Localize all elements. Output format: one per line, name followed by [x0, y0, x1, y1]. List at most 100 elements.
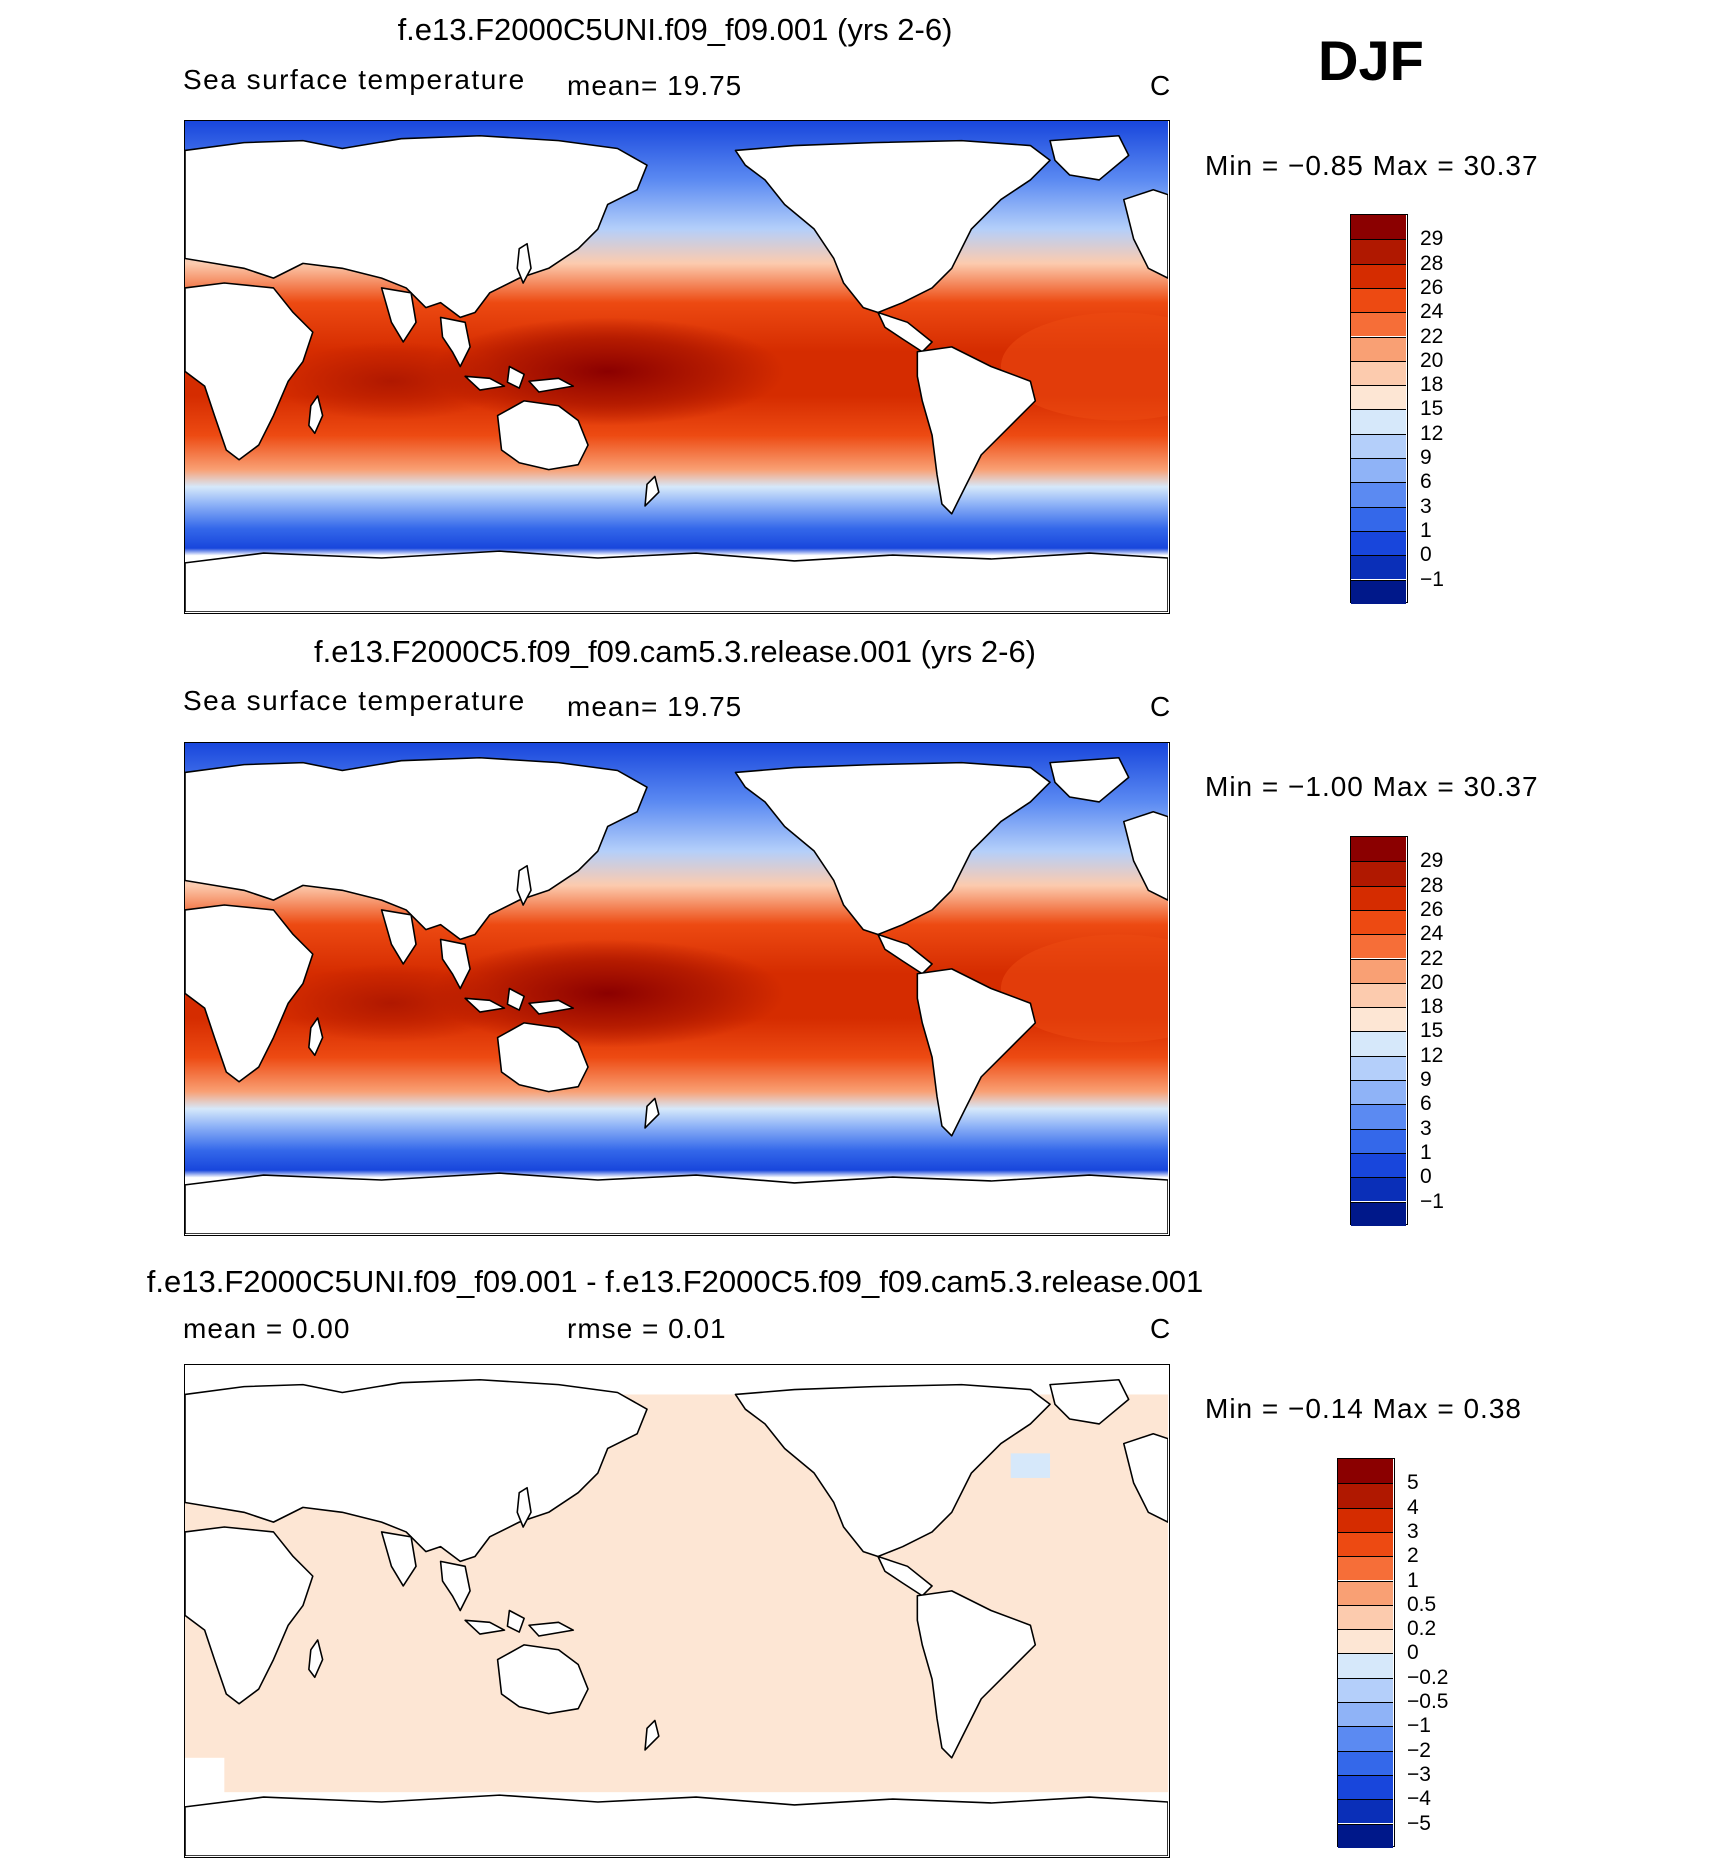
- colorbar-segment: [1351, 1007, 1406, 1032]
- colorbar-segment: [1338, 1604, 1393, 1630]
- colorbar-label: 29: [1420, 227, 1444, 251]
- panel3-mean: mean = 0.00: [183, 1313, 351, 1344]
- colorbar-label: 1: [1420, 1140, 1432, 1164]
- panel1-map-svg: [185, 121, 1168, 612]
- colorbar-label: −2: [1407, 1738, 1431, 1762]
- colorbar-segment: [1351, 885, 1406, 910]
- panel1-map: [184, 120, 1170, 614]
- colorbar-label: 18: [1420, 373, 1444, 397]
- colorbar-segment: [1351, 215, 1406, 240]
- colorbar-segment: [1351, 433, 1406, 458]
- panel2-title: f.e13.F2000C5.f09_f09.cam5.3.release.001…: [313, 634, 1037, 669]
- colorbar-segment: [1351, 1152, 1406, 1178]
- colorbar-label: −1: [1407, 1714, 1431, 1738]
- colorbar-segment: [1338, 1774, 1393, 1800]
- colorbar-segment: [1338, 1823, 1393, 1848]
- panel2-units: C: [1150, 691, 1172, 722]
- panel2-map: [184, 742, 1170, 1236]
- colorbar-segment: [1351, 530, 1406, 556]
- colorbar-label: 9: [1420, 446, 1432, 469]
- colorbar-label: 0: [1420, 1165, 1432, 1189]
- colorbar-label: 2: [1407, 1544, 1419, 1568]
- panel3-rmse: rmse = 0.01: [567, 1313, 727, 1344]
- colorbar-label: 22: [1420, 324, 1444, 348]
- colorbar-label: −3: [1407, 1762, 1431, 1786]
- panel3-map-svg: [185, 1365, 1168, 1856]
- colorbar-label: −1: [1420, 1189, 1444, 1213]
- colorbar-strip: [1350, 836, 1408, 1226]
- colorbar-label: 0.2: [1407, 1617, 1437, 1641]
- colorbar-segment: [1351, 336, 1406, 361]
- colorbar-label: 3: [1420, 494, 1432, 518]
- panel3-map: [184, 1364, 1170, 1858]
- colorbar-label: 24: [1420, 300, 1444, 324]
- colorbar-label: 12: [1420, 1043, 1444, 1067]
- colorbar-segment: [1351, 958, 1406, 983]
- colorbar-strip: [1350, 214, 1408, 604]
- colorbar-label: 18: [1420, 995, 1444, 1019]
- colorbar-label: 0: [1407, 1641, 1419, 1665]
- colorbar-label: −0.2: [1407, 1665, 1449, 1689]
- colorbar-segment: [1351, 1177, 1406, 1202]
- colorbar-label: 6: [1420, 470, 1432, 494]
- colorbar-label: 20: [1420, 348, 1444, 372]
- colorbar-segment: [1338, 1483, 1393, 1508]
- colorbar-label: 1: [1407, 1568, 1419, 1592]
- colorbar-segment: [1351, 837, 1406, 862]
- panel3-title: f.e13.F2000C5UNI.f09_f09.001 - f.e13.F20…: [146, 1264, 1204, 1299]
- colorbar-segment: [1351, 458, 1406, 483]
- colorbar-segment: [1351, 263, 1406, 288]
- colorbar-segment: [1351, 506, 1406, 531]
- colorbar-segment: [1338, 1799, 1393, 1824]
- colorbar-label: 9: [1420, 1068, 1432, 1091]
- panel2-mean: mean= 19.75: [567, 691, 743, 722]
- panel2-minmax: Min = −1.00 Max = 30.37: [1205, 771, 1539, 802]
- colorbar-segment: [1351, 312, 1406, 337]
- colorbar-segment: [1351, 360, 1406, 386]
- panel2-map-svg: [185, 743, 1168, 1234]
- colorbar-label: 24: [1420, 922, 1444, 946]
- colorbar-segment: [1351, 1128, 1406, 1153]
- panel3-minmax: Min = −0.14 Max = 0.38: [1205, 1393, 1522, 1424]
- colorbar-segment: [1351, 409, 1406, 434]
- colorbar-label: 3: [1420, 1116, 1432, 1140]
- colorbar-label: 22: [1420, 946, 1444, 970]
- panel1-mean: mean= 19.75: [567, 70, 743, 101]
- colorbar-segment: [1351, 1031, 1406, 1056]
- colorbar-segment: [1338, 1531, 1393, 1557]
- colorbar-segment: [1351, 385, 1406, 410]
- colorbar-label: 20: [1420, 970, 1444, 994]
- colorbar-label: 28: [1420, 873, 1444, 897]
- colorbar-segment: [1338, 1726, 1393, 1751]
- colorbar-segment: [1351, 982, 1406, 1008]
- colorbar-segment: [1351, 1201, 1406, 1226]
- colorbar-segment: [1351, 239, 1406, 264]
- colorbar-label: 0.5: [1407, 1592, 1437, 1616]
- colorbar-label: 5: [1407, 1471, 1419, 1495]
- colorbar-label: 26: [1420, 897, 1444, 921]
- panel3-units: C: [1150, 1313, 1172, 1344]
- colorbar-segment: [1351, 287, 1406, 313]
- panel1-units: C: [1150, 70, 1172, 101]
- colorbar-segment: [1351, 555, 1406, 580]
- colorbar-segment: [1338, 1580, 1393, 1605]
- panel1-variable: Sea surface temperature: [183, 64, 526, 95]
- colorbar-label: 4: [1407, 1495, 1419, 1519]
- colorbar-label: 12: [1420, 421, 1444, 445]
- colorbar-segment: [1351, 1080, 1406, 1105]
- colorbar-segment: [1351, 482, 1406, 507]
- colorbar-label: −1: [1420, 567, 1444, 591]
- colorbar-label: 29: [1420, 849, 1444, 873]
- colorbar-segment: [1338, 1702, 1393, 1727]
- colorbar-segment: [1338, 1653, 1393, 1678]
- colorbar-segment: [1338, 1677, 1393, 1702]
- colorbar-segment: [1351, 909, 1406, 935]
- colorbar-segment: [1338, 1507, 1393, 1532]
- colorbar-label: 0: [1420, 543, 1432, 567]
- colorbar-label: 15: [1420, 397, 1444, 421]
- colorbar-segment: [1351, 1055, 1406, 1080]
- colorbar-label: −4: [1407, 1787, 1431, 1811]
- colorbar-label: 3: [1407, 1519, 1419, 1543]
- colorbar-label: 6: [1420, 1092, 1432, 1116]
- colorbar-segment: [1351, 579, 1406, 604]
